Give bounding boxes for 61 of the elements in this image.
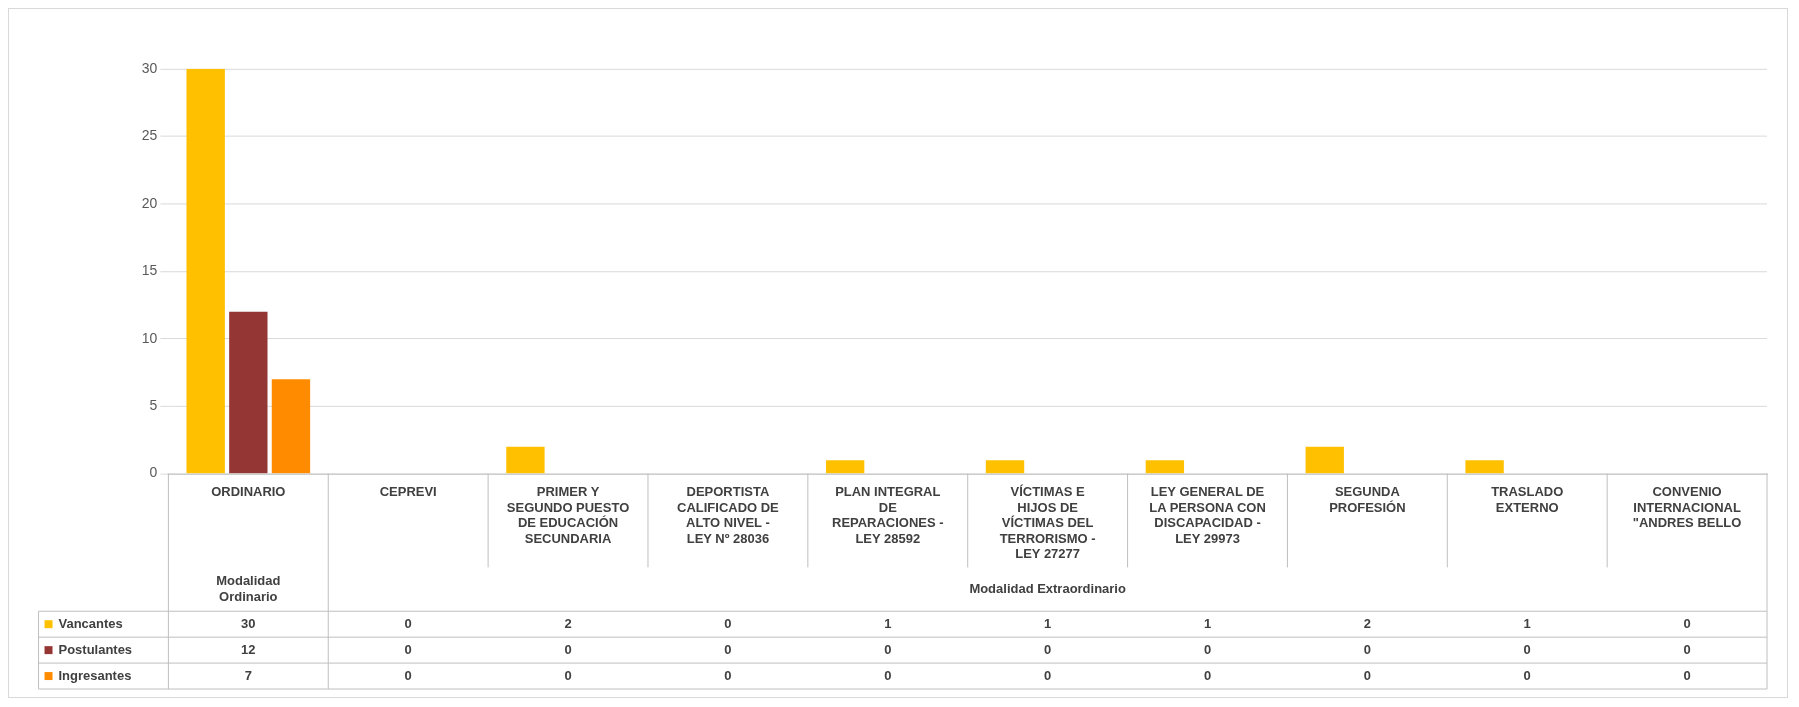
data-label: 0 bbox=[1363, 641, 1371, 657]
data-label: 1 bbox=[884, 615, 892, 631]
data-label: 0 bbox=[1044, 641, 1052, 657]
bar bbox=[985, 460, 1025, 474]
y-tick-label: 30 bbox=[141, 59, 158, 76]
bar bbox=[1145, 460, 1185, 474]
data-label: 0 bbox=[884, 641, 892, 657]
bar bbox=[1305, 446, 1344, 474]
data-label: 0 bbox=[1044, 667, 1052, 683]
bar bbox=[1465, 460, 1504, 474]
x-tick-label: PLAN INTEGRAL DE REPARACIONES - LEY 28592 bbox=[832, 483, 944, 546]
data-label: 0 bbox=[1683, 667, 1691, 683]
data-label: 0 bbox=[724, 667, 732, 683]
text: Modalidad Extraordinario bbox=[969, 580, 1126, 596]
y-tick-label: 10 bbox=[141, 329, 158, 346]
data-label: 0 bbox=[564, 667, 572, 683]
data-label: 0 bbox=[1203, 641, 1212, 657]
data-label: 0 bbox=[1523, 667, 1531, 683]
data-label: 2 bbox=[1363, 615, 1371, 631]
bar bbox=[229, 311, 268, 474]
data-label: 30 bbox=[241, 615, 256, 631]
y-tick-label: 20 bbox=[141, 194, 158, 211]
data-label: 1 bbox=[1203, 615, 1212, 631]
x-tick-label: LEY GENERAL DE LA PERSONA CON DISCAPACIDAD - LEY 29973 bbox=[1149, 483, 1266, 546]
y-tick-label: 0 bbox=[149, 464, 158, 481]
x-tick-label: CEPREVI bbox=[379, 483, 437, 499]
y-tick-label: 5 bbox=[149, 397, 158, 414]
legend-label: Vancantes bbox=[58, 615, 123, 631]
x-tick-label: VÍCTIMAS E HIJOS DE VÍCTIMAS DEL TERRORISMO - LEY 27277 bbox=[999, 483, 1096, 562]
data-label: 0 bbox=[724, 615, 732, 631]
y-tick-label: 25 bbox=[141, 127, 158, 144]
data-label: 0 bbox=[1203, 667, 1212, 683]
x-tick-label: CONVENIO INTERNACIONAL "ANDRES BELLO bbox=[1632, 483, 1742, 531]
x-tick-label: ORDINARIO bbox=[211, 483, 286, 499]
data-label: 12 bbox=[241, 641, 256, 657]
bar bbox=[825, 460, 865, 474]
legend-label: Postulantes bbox=[58, 641, 133, 657]
x-tick-label: TRASLADO EXTERNO bbox=[1491, 483, 1564, 515]
x-tick-label: SEGUNDA PROFESIÓN bbox=[1329, 483, 1406, 515]
bar bbox=[506, 446, 545, 474]
x-tick-label: DEPORTISTA CALIFICADO DE ALTO NIVEL - LEY Nº 28036 bbox=[677, 483, 780, 546]
data-label: 1 bbox=[1523, 615, 1531, 631]
legend-label: Ingresantes bbox=[58, 667, 132, 683]
data-label: 2 bbox=[564, 615, 572, 631]
data-label: 0 bbox=[1363, 667, 1371, 683]
x-tick-label: PRIMER Y SEGUNDO PUESTO DE EDUCACIÓN SECUNDARIA bbox=[506, 483, 630, 546]
data-label: 0 bbox=[404, 641, 412, 657]
text: Modalidad Ordinario bbox=[216, 572, 281, 604]
data-label: 0 bbox=[724, 641, 732, 657]
data-label: 0 bbox=[564, 641, 572, 657]
data-label: 0 bbox=[1683, 641, 1691, 657]
data-label: 0 bbox=[884, 667, 892, 683]
data-label: 0 bbox=[404, 667, 412, 683]
bar bbox=[186, 68, 225, 474]
data-label: 7 bbox=[244, 667, 252, 683]
y-tick-label: 15 bbox=[141, 262, 158, 279]
data-label: 0 bbox=[1523, 641, 1531, 657]
data-label: 1 bbox=[1044, 615, 1052, 631]
data-label: 0 bbox=[1683, 615, 1691, 631]
bar bbox=[271, 379, 311, 474]
data-label: 0 bbox=[404, 615, 412, 631]
